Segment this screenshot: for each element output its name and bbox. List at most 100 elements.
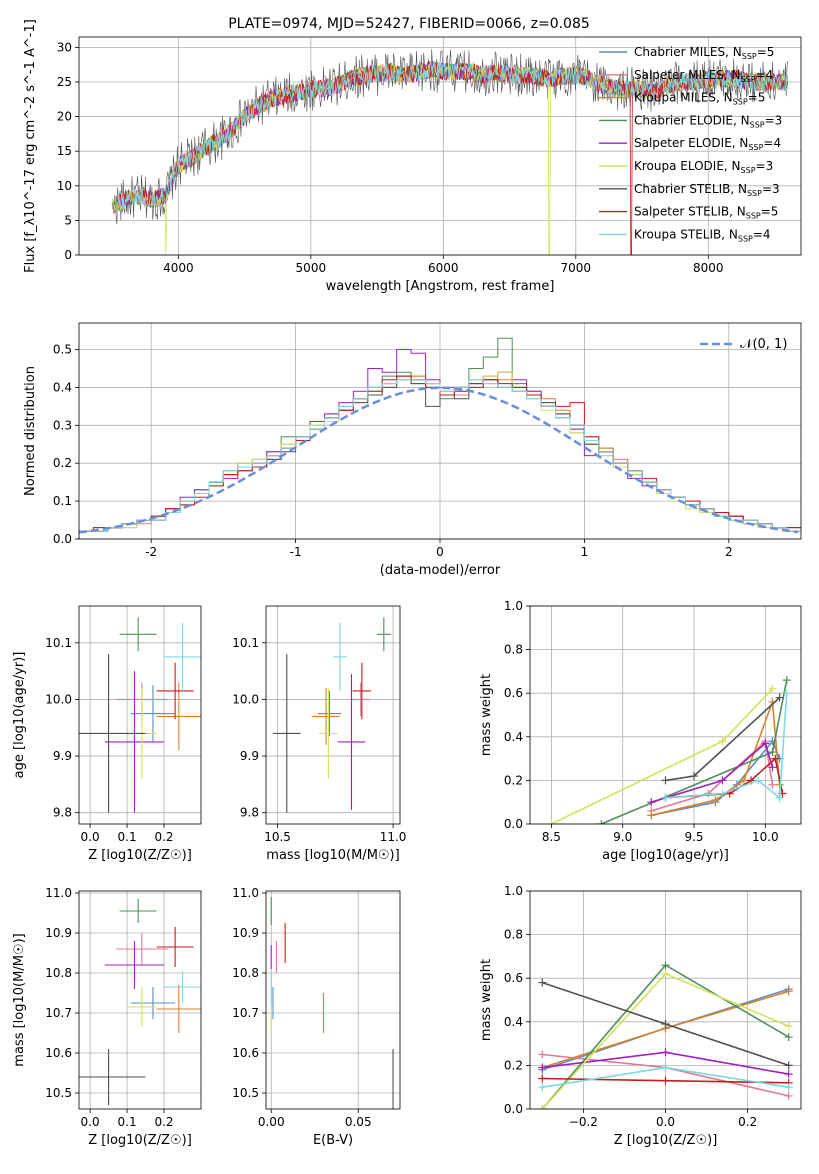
y-tick-label: 0.2	[504, 773, 523, 787]
x-tick-label: 0.1	[118, 830, 137, 844]
weight-marker	[784, 1070, 793, 1079]
weight-marker	[784, 1061, 793, 1070]
y-tick-label: 15	[57, 144, 72, 158]
weight-marker	[784, 1083, 793, 1092]
y-tick-label: 25	[57, 75, 72, 89]
y-tick-label: 10.5	[45, 1086, 72, 1100]
y-tick-label: 10.5	[232, 1086, 259, 1100]
x-tick-label: -1	[290, 545, 302, 559]
weight-marker	[538, 978, 547, 987]
axes-frame	[529, 605, 802, 825]
plot-area	[538, 961, 793, 1109]
axes-frame	[529, 890, 802, 1110]
legend: Chabrier MILES, NSSP=5 Salpeter MILES, NS…	[599, 45, 782, 243]
weight-marker	[754, 776, 763, 785]
y-tick-label: 10.9	[232, 926, 259, 940]
y-axis-label: mass weight	[479, 674, 494, 756]
legend-entry: Salpeter ELODIE, NSSP=4	[634, 136, 781, 152]
errorbar-point	[333, 622, 347, 691]
weight-marker	[704, 789, 713, 798]
y-tick-label: 10.9	[45, 926, 72, 940]
y-tick-label: 0.3	[53, 418, 72, 432]
weight-marker	[784, 1022, 793, 1031]
x-tick-label: 11.0	[380, 830, 407, 844]
y-tick-label: 10	[57, 179, 72, 193]
errorbar-point	[352, 662, 372, 720]
errorbar-point	[376, 617, 391, 652]
errorbar-point	[164, 622, 201, 691]
x-tick-label: 10.0	[752, 830, 779, 844]
x-tick-label: 2	[725, 545, 733, 559]
x-tick-label: 0.0	[81, 1115, 100, 1129]
errorbar-point	[164, 971, 201, 1003]
errorbar-point	[351, 682, 370, 717]
plot-area	[79, 899, 201, 1105]
y-tick-label: 0.6	[504, 971, 523, 985]
weight-marker	[761, 739, 770, 748]
errorbar-point	[156, 682, 201, 751]
weight-marker	[768, 748, 777, 757]
x-tick-label: 0.05	[345, 1115, 372, 1129]
panel-residual_histogram: -2 -1 0 1 2 0.0 0.1 0.2 0.3 0.4 0.5 (data-model)/er…	[23, 322, 802, 578]
errorbar-point	[79, 1049, 146, 1105]
weight-marker	[538, 1063, 547, 1072]
errorbar-point	[156, 985, 201, 1033]
y-tick-label: 9.8	[53, 806, 72, 820]
panel-mass_weight_vs_age: 8.5 9.0 9.5 10.0 0.0 0.2 0.4 0.6 0.8 1.0 age [log1…	[479, 599, 802, 863]
x-tick-label: 10.5	[264, 830, 291, 844]
legend-entry: Kroupa ELODIE, NSSP=3	[634, 159, 773, 175]
errorbar-point	[156, 927, 194, 967]
weight-marker	[718, 737, 727, 746]
errorbar-point	[79, 654, 146, 813]
weight-line	[650, 741, 774, 803]
y-tick-label: 11.0	[232, 886, 259, 900]
grid	[266, 891, 400, 1109]
y-tick-label: 10.6	[232, 1046, 259, 1060]
grid	[79, 891, 201, 1109]
y-tick-label: 10.1	[232, 636, 259, 650]
weight-marker	[768, 763, 777, 772]
weight-marker	[775, 693, 784, 702]
legend-entry: Kroupa STELIB, NSSP=4	[634, 227, 771, 243]
weight-marker	[661, 793, 670, 802]
errorbar-point	[104, 671, 165, 813]
errorbar-point	[319, 688, 338, 779]
errorbar-point	[272, 654, 301, 813]
legend-entry: Chabrier ELODIE, NSSP=3	[634, 113, 782, 129]
x-axis-label: E(B-V)	[313, 1133, 353, 1148]
gaussian-curve	[79, 386, 799, 534]
y-tick-label: 0.1	[53, 494, 72, 508]
axes-frame	[265, 605, 401, 825]
x-axis-label: mass [log10(M/M☉)]	[266, 848, 399, 863]
x-tick-label: 4000	[163, 261, 194, 275]
legend-entry: Chabrier MILES, NSSP=5	[634, 45, 774, 61]
chart-title: PLATE=0974, MJD=52427, FIBERID=0066, z=0…	[228, 16, 590, 32]
weight-marker	[690, 772, 699, 781]
weight-marker	[547, 820, 556, 824]
weight-marker	[538, 1050, 547, 1059]
x-axis-label: Z [log10(Z/Z☉)]	[614, 1133, 718, 1148]
grid	[266, 606, 400, 824]
weight-marker	[647, 798, 656, 807]
legend-entry: Kroupa MILES, NSSP=5	[634, 91, 765, 107]
axes-frame	[78, 322, 802, 540]
y-tick-label: 10.8	[45, 966, 72, 980]
errorbar-point	[130, 987, 176, 1019]
x-tick-label: 5000	[296, 261, 327, 275]
y-tick-label: 0.2	[53, 456, 72, 470]
y-axis-label: Flux [f_λ10^-17 erg cm^-2 s^-1 A^-1]	[23, 19, 38, 273]
plot-area	[79, 617, 201, 813]
y-tick-label: 10.6	[45, 1046, 72, 1060]
x-axis-label: age [log10(age/yr)]	[602, 848, 729, 863]
x-tick-label: 0.00	[258, 1115, 285, 1129]
panel-age_vs_mass: 10.5 11.0 9.8 9.9 10.0 10.1 mass [log10(M/M☉)]	[232, 605, 407, 863]
y-tick-label: 10.8	[232, 966, 259, 980]
weight-marker	[739, 776, 748, 785]
panel-mass_vs_Z: 0.0 0.1 0.2 10.5 10.6 10.7 10.8 10.9 11.0 Z [log1…	[12, 886, 202, 1148]
x-tick-label: −0.2	[569, 1115, 598, 1129]
y-tick-label: 10.1	[45, 636, 72, 650]
y-tick-label: 11.0	[45, 886, 72, 900]
weight-marker	[538, 1074, 547, 1083]
x-tick-label: 0	[436, 545, 444, 559]
